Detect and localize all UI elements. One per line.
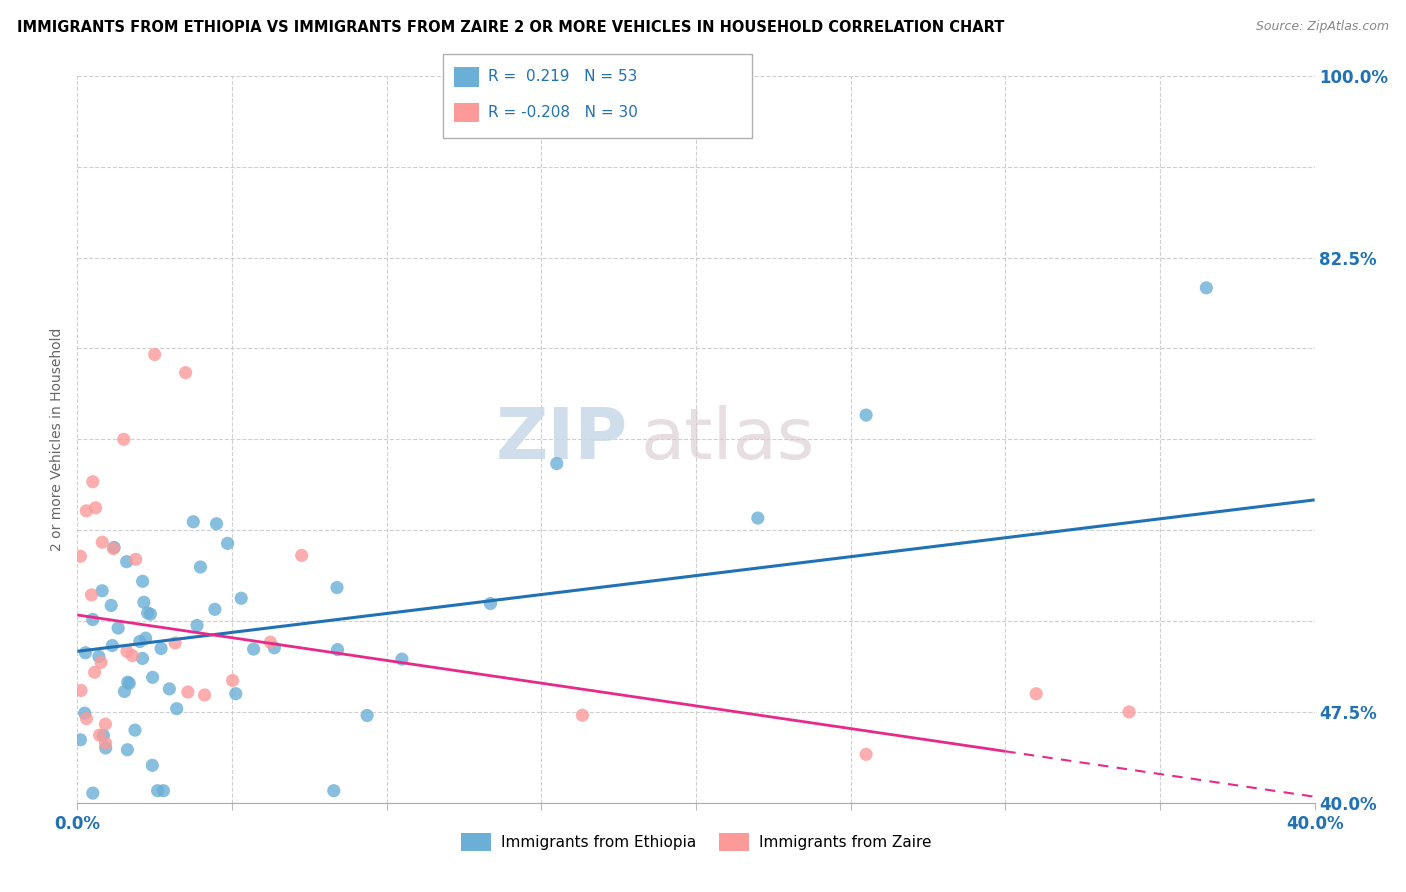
- Point: [131, 574, 153, 589]
- Point: [94, 736, 117, 750]
- Point: [112, 432, 135, 446]
- Legend: Immigrants from Ethiopia, Immigrants from Zaire: Immigrants from Ethiopia, Immigrants fro…: [454, 827, 938, 857]
- Point: [855, 408, 877, 422]
- Point: [291, 549, 314, 563]
- Point: [73, 706, 96, 721]
- Point: [326, 581, 349, 595]
- Point: [150, 641, 173, 656]
- Point: [205, 516, 228, 531]
- Point: [231, 591, 253, 606]
- Point: [146, 783, 169, 797]
- Point: [143, 347, 166, 361]
- Point: [186, 618, 208, 632]
- Y-axis label: 2 or more Vehicles in Household: 2 or more Vehicles in Household: [51, 327, 65, 551]
- Point: [190, 560, 212, 574]
- Point: [115, 555, 138, 569]
- Point: [1118, 705, 1140, 719]
- Text: R = -0.208   N = 30: R = -0.208 N = 30: [488, 105, 638, 120]
- Text: ZIP: ZIP: [496, 405, 628, 474]
- Point: [204, 602, 226, 616]
- Point: [194, 688, 217, 702]
- Point: [152, 783, 174, 797]
- Point: [114, 684, 136, 698]
- Point: [90, 656, 112, 670]
- Point: [100, 599, 122, 613]
- Point: [75, 646, 97, 660]
- Point: [177, 685, 200, 699]
- Point: [546, 457, 568, 471]
- Point: [747, 511, 769, 525]
- Point: [1025, 687, 1047, 701]
- Point: [242, 642, 264, 657]
- Point: [356, 708, 378, 723]
- Point: [124, 723, 146, 738]
- Point: [571, 708, 593, 723]
- Point: [142, 670, 165, 684]
- Text: IMMIGRANTS FROM ETHIOPIA VS IMMIGRANTS FROM ZAIRE 2 OR MORE VEHICLES IN HOUSEHOL: IMMIGRANTS FROM ETHIOPIA VS IMMIGRANTS F…: [17, 20, 1004, 35]
- Point: [132, 595, 155, 609]
- Point: [125, 552, 148, 566]
- Point: [117, 743, 139, 757]
- Point: [87, 649, 110, 664]
- Point: [221, 673, 243, 688]
- Point: [115, 644, 138, 658]
- Point: [174, 366, 197, 380]
- Point: [89, 728, 111, 742]
- Point: [83, 665, 105, 680]
- Point: [101, 639, 124, 653]
- Point: [141, 758, 163, 772]
- Text: Source: ZipAtlas.com: Source: ZipAtlas.com: [1256, 20, 1389, 33]
- Point: [225, 687, 247, 701]
- Point: [91, 535, 114, 549]
- Point: [94, 717, 117, 731]
- Point: [1195, 281, 1218, 295]
- Point: [855, 747, 877, 762]
- Point: [131, 651, 153, 665]
- Point: [117, 675, 139, 690]
- Point: [263, 640, 285, 655]
- Point: [82, 786, 104, 800]
- Point: [326, 642, 349, 657]
- Point: [69, 549, 91, 564]
- Point: [217, 536, 239, 550]
- Point: [165, 636, 187, 650]
- Point: [82, 475, 104, 489]
- Point: [103, 541, 125, 555]
- Point: [103, 541, 125, 556]
- Point: [91, 583, 114, 598]
- Point: [118, 676, 141, 690]
- Point: [76, 712, 98, 726]
- Point: [75, 504, 97, 518]
- Point: [479, 597, 502, 611]
- Point: [128, 634, 150, 648]
- Point: [322, 783, 344, 797]
- Point: [157, 681, 180, 696]
- Point: [91, 728, 114, 742]
- Point: [166, 701, 188, 715]
- Point: [82, 613, 104, 627]
- Text: R =  0.219   N = 53: R = 0.219 N = 53: [488, 70, 637, 84]
- Point: [80, 588, 103, 602]
- Point: [139, 607, 162, 621]
- Point: [94, 740, 117, 755]
- Point: [391, 652, 413, 666]
- Point: [107, 621, 129, 635]
- Point: [121, 648, 143, 663]
- Point: [181, 515, 204, 529]
- Point: [84, 500, 107, 515]
- Point: [135, 631, 157, 645]
- Point: [70, 683, 93, 698]
- Point: [136, 606, 159, 620]
- Point: [259, 635, 281, 649]
- Point: [69, 732, 91, 747]
- Text: atlas: atlas: [640, 405, 814, 474]
